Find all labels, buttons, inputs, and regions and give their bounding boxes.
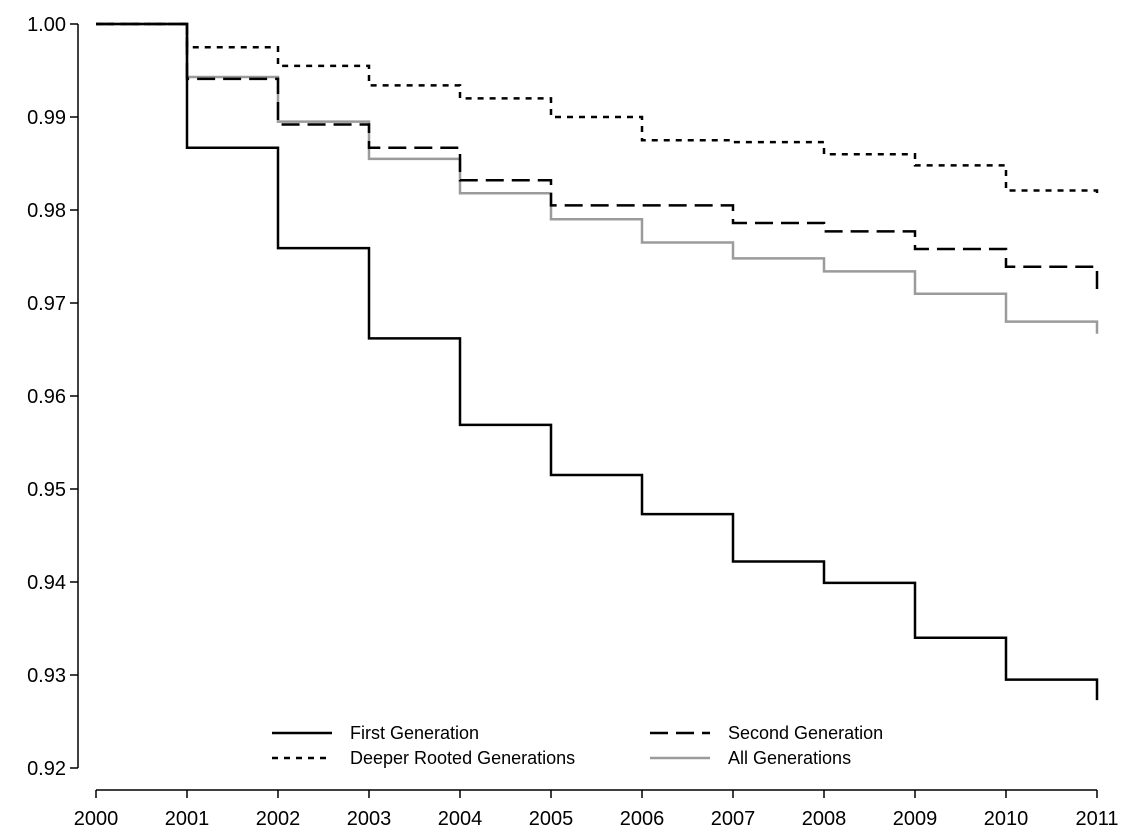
x-tick-label: 2009 (893, 808, 938, 830)
y-tick-label: 0.97 (27, 293, 66, 315)
x-tick-label: 2010 (984, 808, 1029, 830)
y-tick-label: 0.93 (27, 665, 66, 687)
x-tick-label: 2005 (529, 808, 574, 830)
series-line-1 (96, 22, 1099, 294)
legend-label-0: First Generation (350, 723, 479, 743)
legend-label-3: All Generations (728, 748, 851, 768)
x-tick-label: 2006 (620, 808, 665, 830)
x-tick-label: 2002 (256, 808, 301, 830)
series-layer (96, 22, 1099, 701)
x-tick-label: 2001 (165, 808, 210, 830)
x-tick-label: 2007 (711, 808, 756, 830)
x-tick-label: 2008 (802, 808, 847, 830)
legend: First Generation Second Generation Deeper … (272, 723, 883, 768)
y-tick-label: 0.92 (27, 758, 66, 780)
y-ticks: 0.92 0.93 0.94 0.95 0.96 0.97 0.98 0.99 1.00 (27, 14, 78, 780)
x-tick-label: 2004 (438, 808, 483, 830)
axes (77, 24, 1097, 791)
y-tick-label: 0.96 (27, 386, 66, 408)
legend-label-2: Deeper Rooted Generations (350, 748, 575, 768)
series-line-3 (96, 22, 1099, 334)
series-line-2 (96, 22, 1099, 197)
x-ticks: 2000 2001 2002 2003 2004 2005 2006 2007 2008 2009… (74, 790, 1119, 830)
x-tick-label: 2003 (347, 808, 392, 830)
x-tick-label: 2000 (74, 808, 119, 830)
y-tick-label: 0.95 (27, 479, 66, 501)
y-tick-label: 1.00 (27, 14, 66, 36)
y-tick-label: 0.99 (27, 107, 66, 129)
legend-label-1: Second Generation (728, 723, 883, 743)
y-tick-label: 0.98 (27, 200, 66, 222)
y-tick-label: 0.94 (27, 572, 66, 594)
series-line-0 (96, 22, 1099, 701)
x-tick-label: 2011 (1075, 808, 1118, 830)
